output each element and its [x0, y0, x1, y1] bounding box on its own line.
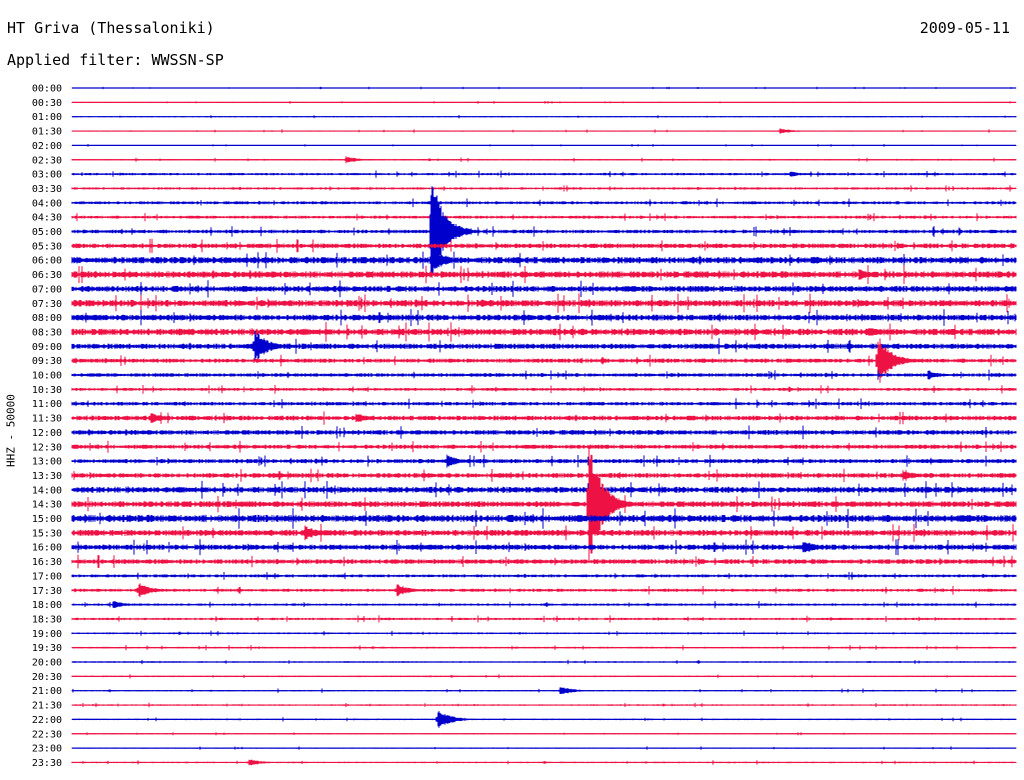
- row-time-label: 08:30: [32, 327, 62, 338]
- row-time-label: 13:30: [32, 471, 62, 482]
- row-time-label: 07:00: [32, 284, 62, 295]
- row-time-label: 18:00: [32, 600, 62, 611]
- row-time-label: 02:00: [32, 141, 62, 152]
- row-time-label: 23:30: [32, 758, 62, 769]
- row-time-label: 03:30: [32, 184, 62, 195]
- row-time-label: 14:30: [32, 500, 62, 511]
- row-time-label: 11:00: [32, 399, 62, 410]
- row-time-label: 19:30: [32, 643, 62, 654]
- row-time-label: 09:30: [32, 356, 62, 367]
- row-time-label: 12:30: [32, 442, 62, 453]
- row-time-label: 20:30: [32, 672, 62, 683]
- row-time-label: 07:30: [32, 299, 62, 310]
- filter-label: Applied filter: WWSSN-SP: [7, 51, 224, 69]
- row-time-label: 12:00: [32, 428, 62, 439]
- row-time-label: 23:00: [32, 744, 62, 755]
- row-time-label: 01:30: [32, 127, 62, 138]
- row-time-label: 05:30: [32, 241, 62, 252]
- row-time-label: 17:00: [32, 571, 62, 582]
- row-time-label: 08:00: [32, 313, 62, 324]
- row-time-label: 21:30: [32, 701, 62, 712]
- station-title: HT Griva (Thessaloniki): [7, 19, 215, 37]
- row-time-label: 22:00: [32, 715, 62, 726]
- row-time-label: 16:30: [32, 557, 62, 568]
- row-time-label: 22:30: [32, 729, 62, 740]
- row-time-label: 15:00: [32, 514, 62, 525]
- row-time-label: 15:30: [32, 528, 62, 539]
- row-time-label: 20:00: [32, 658, 62, 669]
- row-time-label: 04:30: [32, 213, 62, 224]
- row-time-label: 05:00: [32, 227, 62, 238]
- row-time-label: 10:30: [32, 385, 62, 396]
- row-time-label: 16:00: [32, 543, 62, 554]
- row-time-label: 17:30: [32, 586, 62, 597]
- row-time-label: 06:00: [32, 256, 62, 267]
- row-time-label: 18:30: [32, 614, 62, 625]
- row-time-label: 19:00: [32, 629, 62, 640]
- row-time-label: 01:00: [32, 112, 62, 123]
- row-time-label: 00:30: [32, 98, 62, 109]
- row-time-label: 11:30: [32, 414, 62, 425]
- row-time-label: 13:00: [32, 457, 62, 468]
- row-time-label: 09:00: [32, 342, 62, 353]
- row-time-label: 10:00: [32, 371, 62, 382]
- date-label: 2009-05-11: [919, 19, 1010, 37]
- row-time-label: 06:30: [32, 270, 62, 281]
- row-time-label: 03:00: [32, 170, 62, 181]
- row-time-label: 14:00: [32, 485, 62, 496]
- row-time-label: 21:00: [32, 686, 62, 697]
- row-time-label: 04:00: [32, 198, 62, 209]
- row-time-label: 02:30: [32, 155, 62, 166]
- row-time-label: 00:00: [32, 84, 62, 95]
